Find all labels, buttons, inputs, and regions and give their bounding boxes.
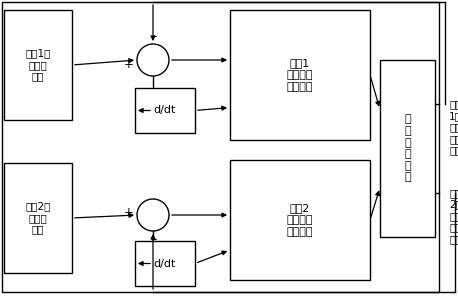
Bar [4, 10, 72, 120]
Text: -: - [153, 30, 157, 43]
Circle shape [137, 44, 169, 76]
Text: +: + [124, 206, 134, 219]
Bar [230, 10, 370, 140]
Bar [4, 163, 72, 273]
Text: +: + [124, 58, 134, 70]
Text: 关节
2的
实际
输出
轨迹: 关节 2的 实际 输出 轨迹 [449, 188, 458, 244]
Text: 关节2
变论域模
糊控制器: 关节2 变论域模 糊控制器 [287, 203, 313, 237]
Bar [135, 88, 195, 133]
Text: 关节
1的
实际
输出
轨迹: 关节 1的 实际 输出 轨迹 [449, 99, 458, 156]
Bar [135, 241, 195, 286]
Text: 关节1
变论域模
糊控制器: 关节1 变论域模 糊控制器 [287, 59, 313, 91]
Text: 关节2给
定理想
轨迹: 关节2给 定理想 轨迹 [25, 201, 51, 235]
Text: d/dt: d/dt [154, 105, 176, 116]
Text: -: - [153, 233, 157, 246]
Text: 双
关
节
机
械
手: 双 关 节 机 械 手 [404, 115, 411, 182]
Circle shape [137, 199, 169, 231]
Bar [380, 60, 435, 237]
Text: 关节1给
定理想
轨迹: 关节1给 定理想 轨迹 [25, 48, 51, 82]
Text: d/dt: d/dt [154, 258, 176, 268]
Bar [230, 160, 370, 280]
